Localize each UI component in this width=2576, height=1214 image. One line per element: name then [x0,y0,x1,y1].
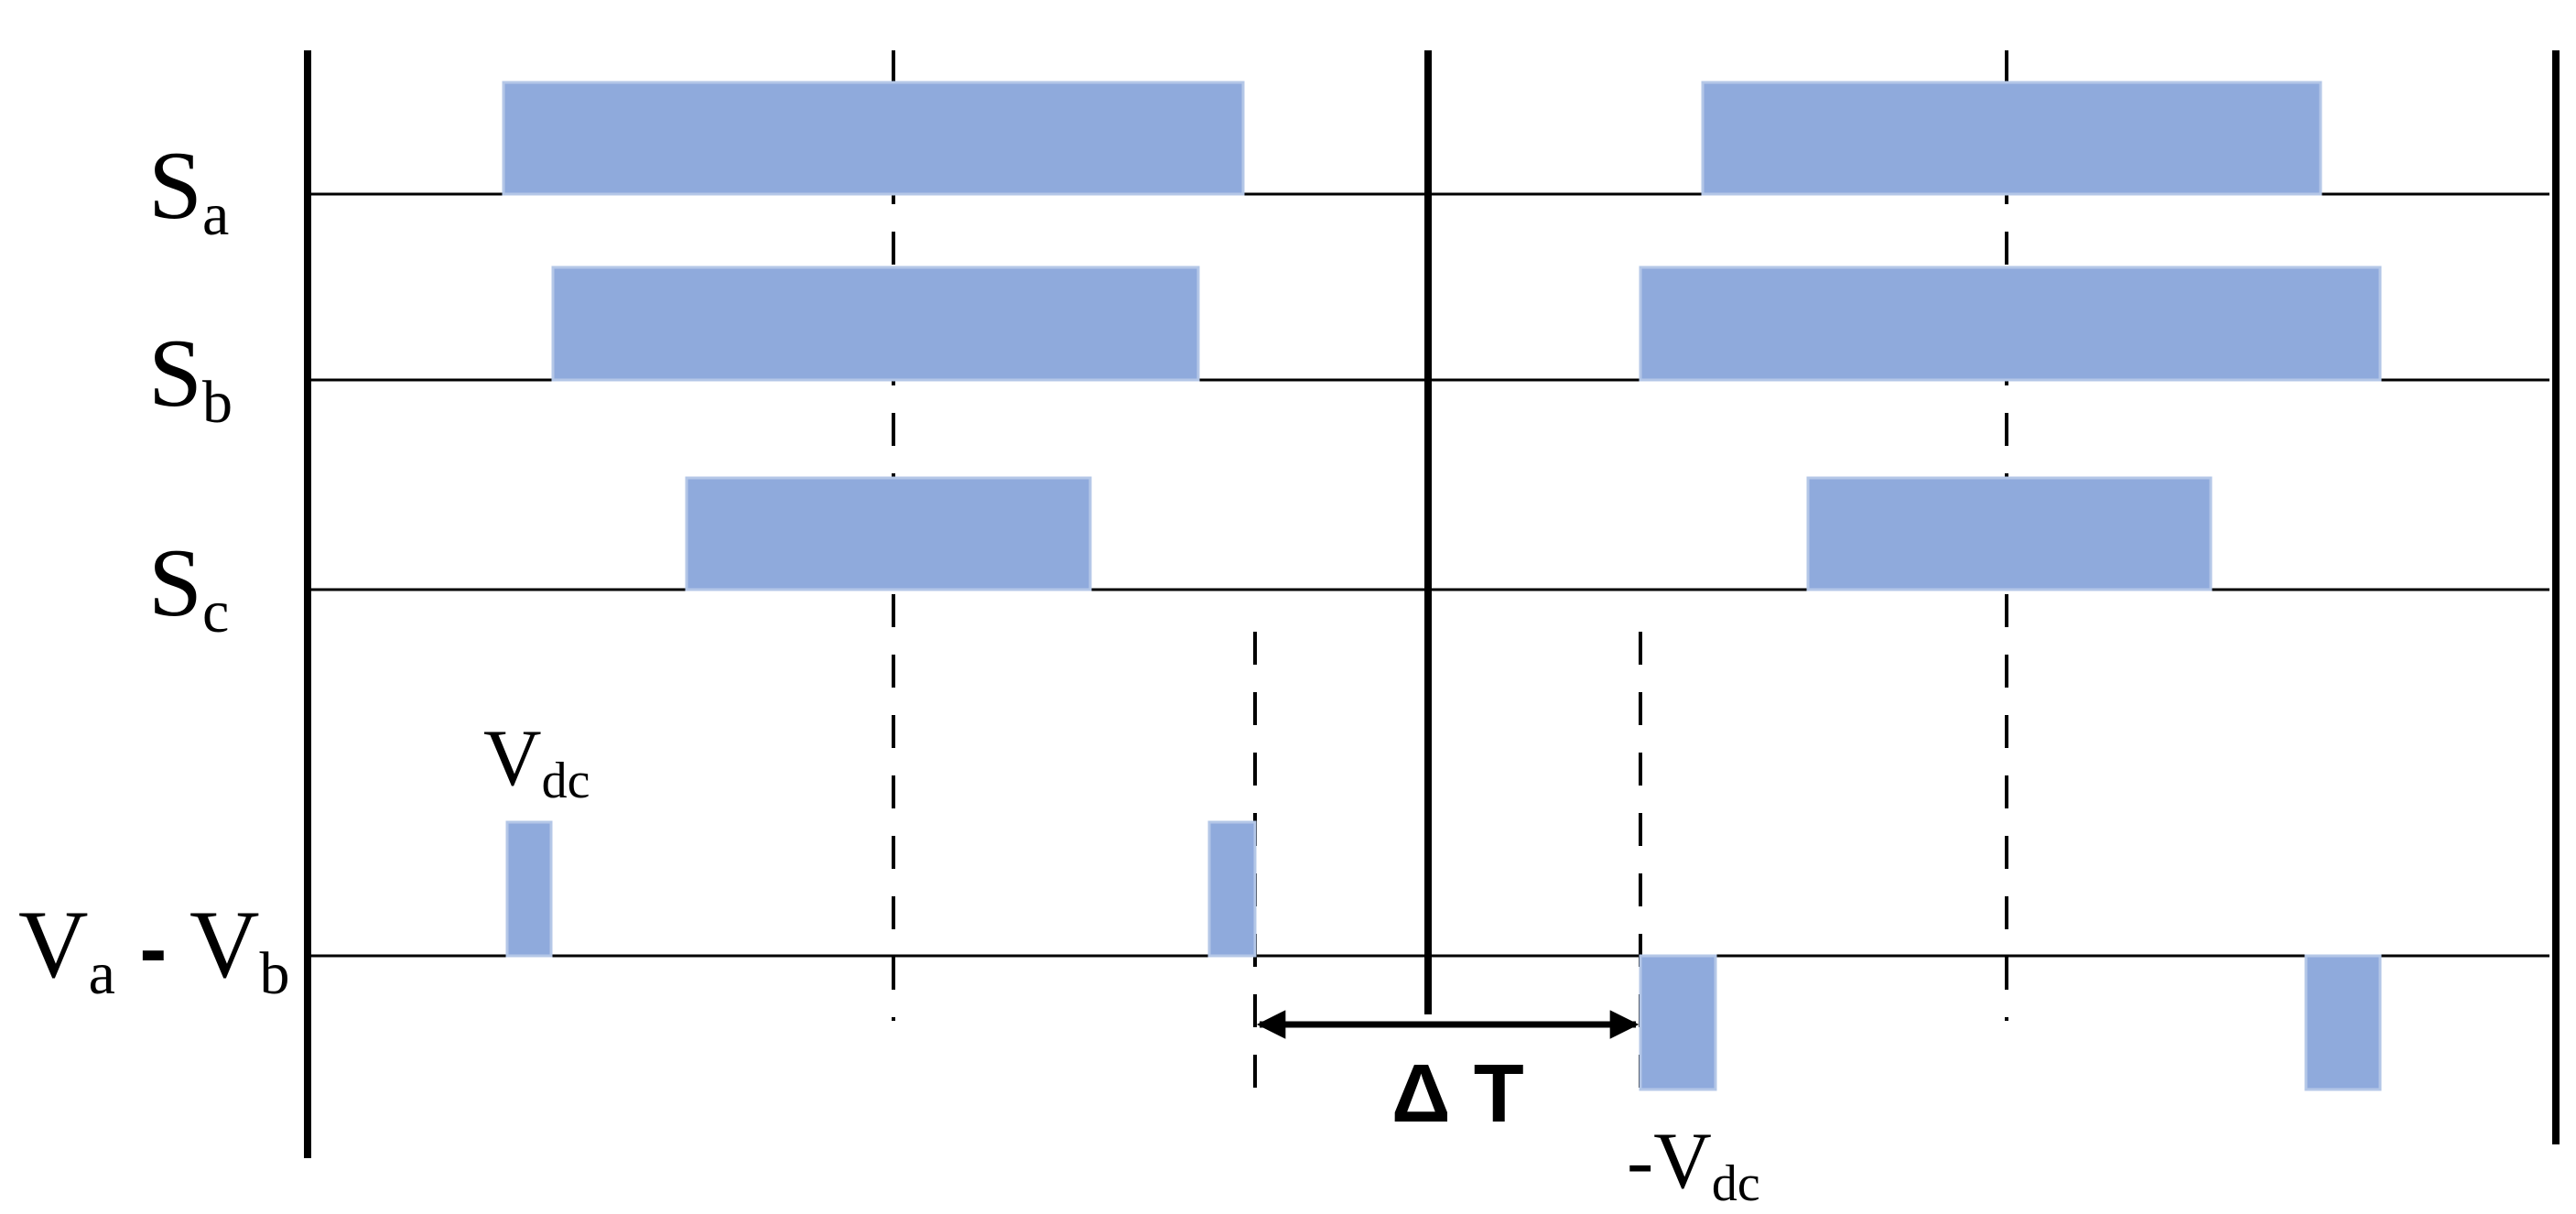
vab-negative-pulse-1 [1639,954,1717,1091]
vab-label: Va - Vb [18,891,290,1007]
sb-pulse-1 [551,266,1200,382]
delta-t-label: Δ T [1391,1048,1524,1140]
sa-pulse-2 [1701,81,2322,196]
sb-label-subscript: b [202,369,233,436]
sa-label: Sa [148,132,229,248]
sa-label-subscript: a [202,181,229,248]
vdc-label: Vdc [483,714,590,809]
vab-negative-pulse-2 [2304,954,2382,1091]
vab-positive-pulse-2 [1207,820,1257,958]
vab-positive-pulse-1 [505,820,553,958]
negative-vdc-label: -Vdc [1627,1117,1760,1212]
sc-pulse-1 [685,476,1092,591]
sa-pulse-1 [502,81,1245,196]
sc-label-subscript: c [202,579,229,645]
sb-label: Sb [148,320,233,436]
sc-pulse-2 [1806,476,2213,591]
sb-pulse-2 [1639,266,2382,382]
period-boundaries [304,50,2560,1158]
sc-label: Sc [148,529,229,645]
pulses [502,81,2382,1091]
